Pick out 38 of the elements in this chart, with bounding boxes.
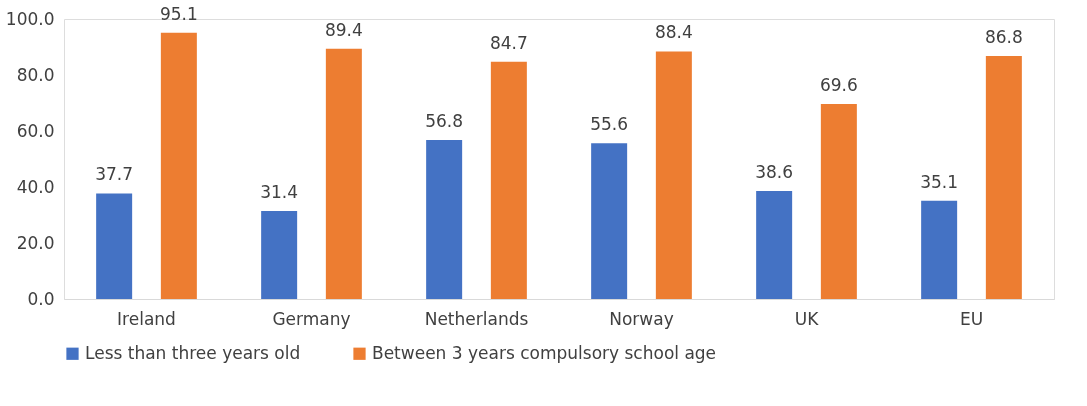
x-tick-label: Netherlands [424, 308, 529, 329]
data-label: 37.7 [95, 164, 134, 185]
x-tick-label: UK [794, 308, 820, 329]
y-tick-label: 60.0 [16, 120, 55, 141]
y-tick-label: 80.0 [16, 64, 55, 85]
data-label: 89.4 [324, 19, 363, 40]
bar [985, 55, 1022, 299]
data-label: 84.7 [489, 32, 528, 53]
y-tick-label: 40.0 [16, 176, 55, 197]
bar [655, 51, 692, 299]
bar [160, 32, 197, 299]
data-label: 69.6 [819, 75, 858, 96]
data-label: 31.4 [260, 182, 299, 203]
y-tick-label: 0.0 [27, 288, 55, 309]
bar [820, 104, 857, 299]
bar [756, 190, 793, 299]
x-tick-label: Ireland [117, 308, 176, 329]
bar [96, 193, 133, 299]
bar [921, 200, 958, 299]
legend-label: Between 3 years compulsory school age [372, 342, 717, 363]
data-label: 88.4 [654, 22, 693, 43]
data-label: 35.1 [920, 171, 959, 192]
bar [591, 143, 628, 299]
x-tick-label: Germany [272, 308, 351, 329]
y-tick-label: 100.0 [5, 8, 55, 29]
data-label: 38.6 [755, 161, 794, 182]
data-label: 56.8 [425, 110, 464, 131]
bar [261, 211, 298, 299]
x-tick-label: EU [959, 308, 984, 329]
x-tick-label: Norway [609, 308, 674, 329]
bar [490, 61, 527, 299]
data-label: 86.8 [984, 26, 1023, 47]
data-label: 95.1 [159, 3, 198, 24]
legend-label: Less than three years old [85, 342, 301, 363]
data-label: 55.6 [590, 114, 629, 135]
bar [325, 48, 362, 299]
bar [426, 139, 463, 299]
y-tick-label: 20.0 [16, 232, 55, 253]
